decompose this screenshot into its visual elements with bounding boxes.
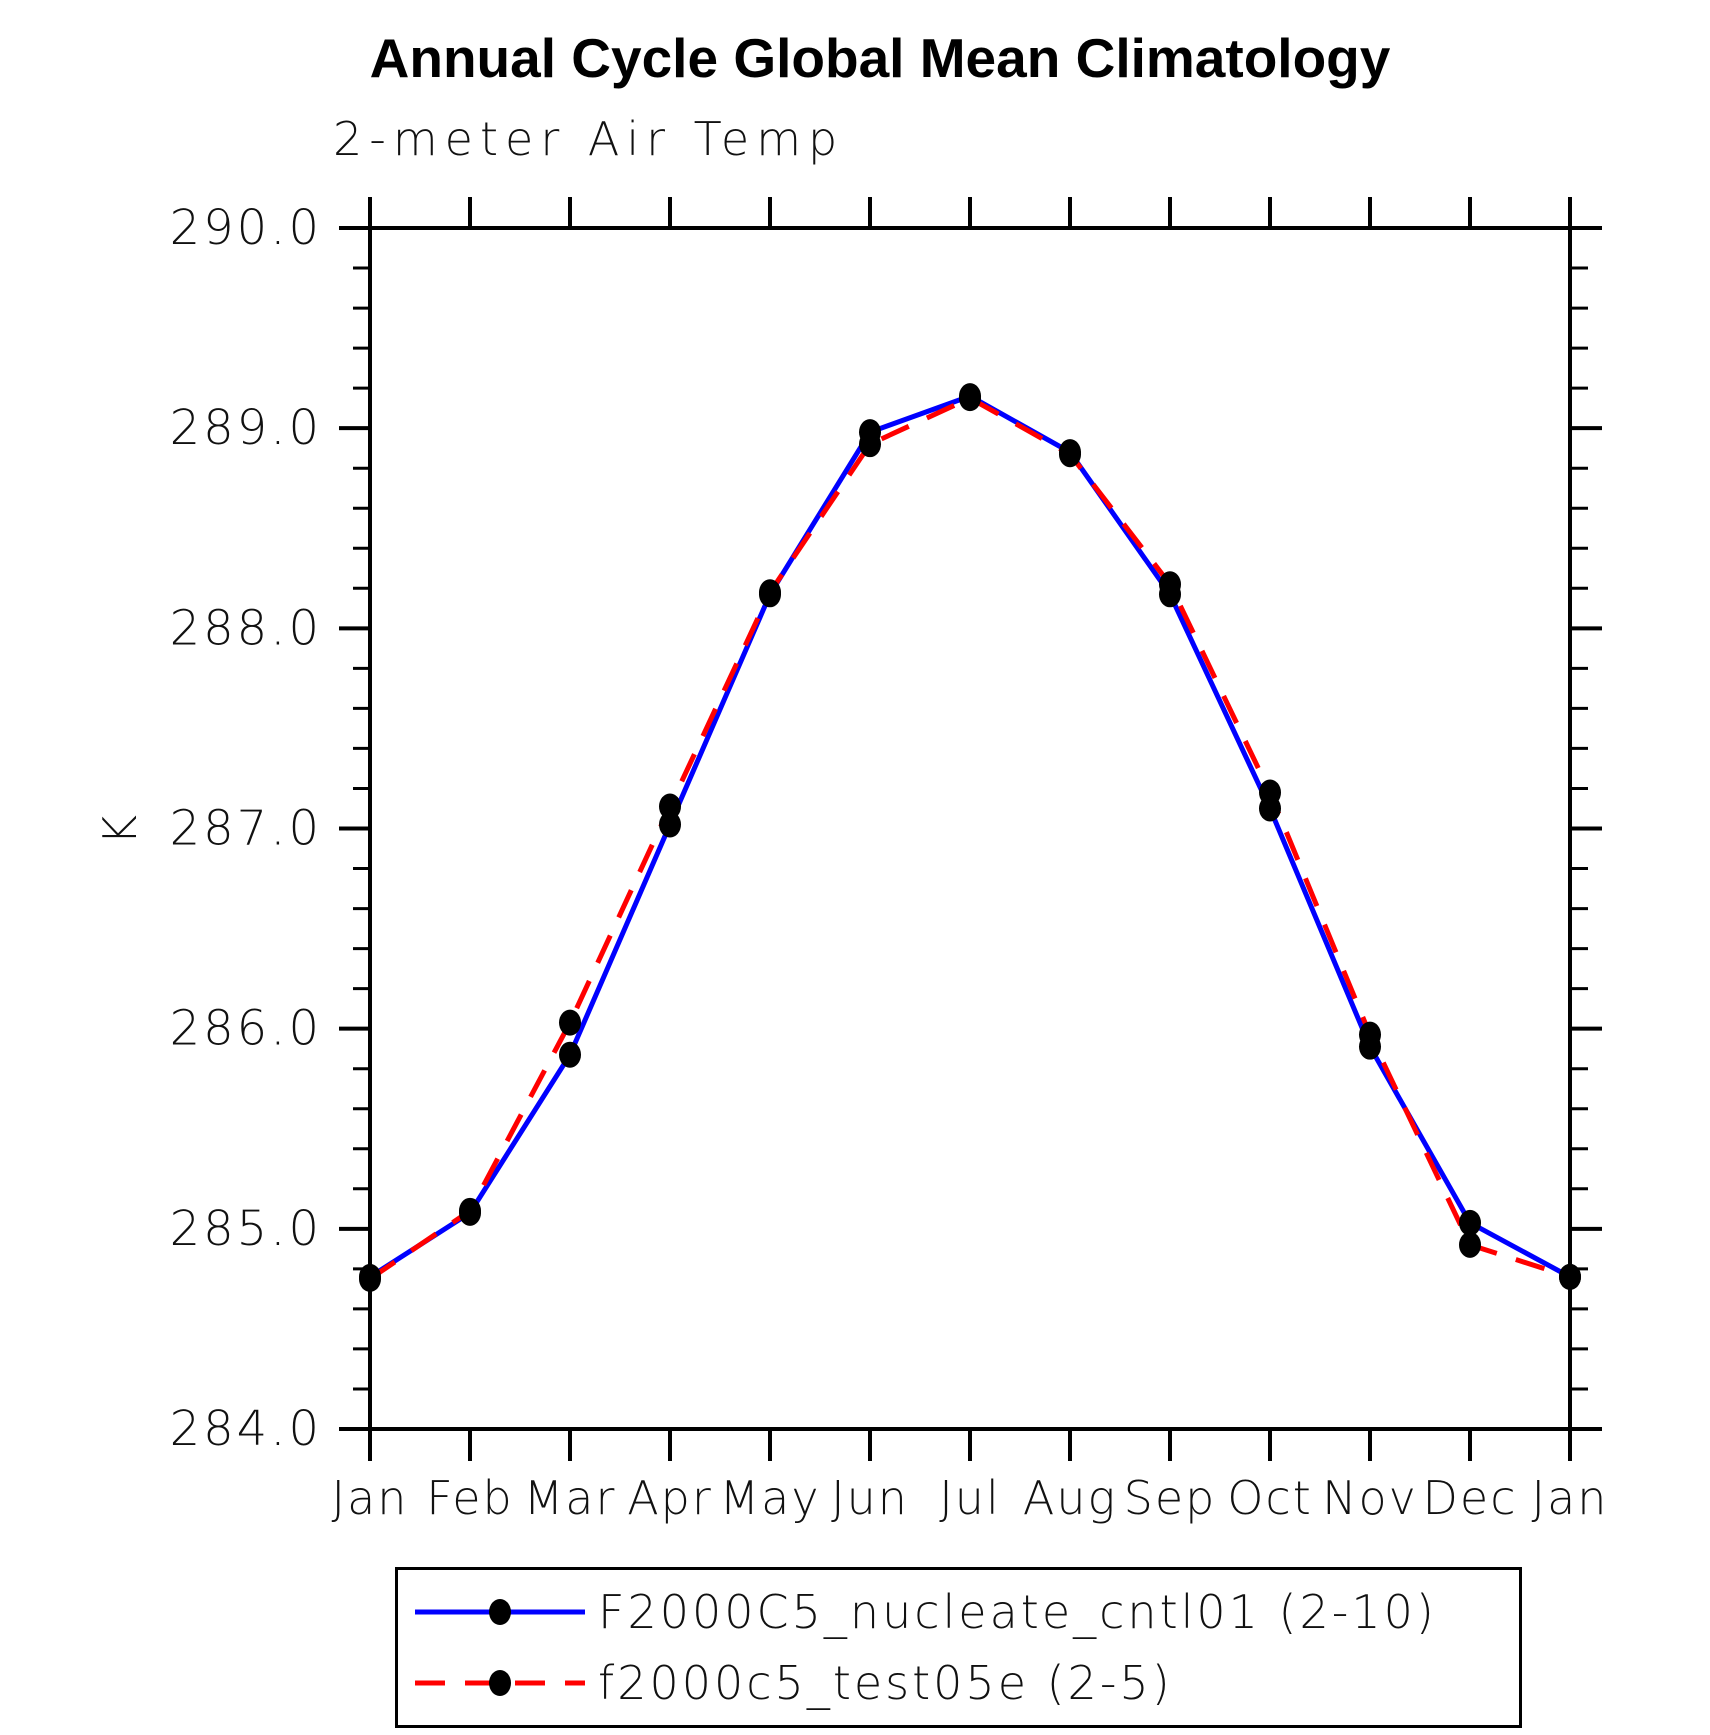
x-axis-tick-label: Jan bbox=[1532, 1471, 1609, 1525]
data-point-marker-1 bbox=[759, 579, 781, 606]
x-axis-tick-label: Aug bbox=[1023, 1471, 1117, 1525]
x-axis-tick-label: Jul bbox=[939, 1471, 1001, 1525]
legend-box: F2000C5_nucleate_cntl01 (2-10) f2000c5_t… bbox=[395, 1567, 1522, 1728]
data-point-marker-1 bbox=[659, 793, 681, 820]
x-axis-tick-label: Mar bbox=[524, 1471, 617, 1525]
y-axis-tick-label: 289.0 bbox=[170, 400, 322, 456]
data-point-marker-1 bbox=[359, 1265, 381, 1292]
x-axis-tick-label: Dec bbox=[1422, 1471, 1517, 1525]
chart-subtitle: 2-meter Air Temp bbox=[333, 112, 845, 166]
y-axis-tick-label: 286.0 bbox=[170, 1001, 322, 1057]
y-axis-tick-label: 290.0 bbox=[170, 200, 322, 256]
legend-entry-test: f2000c5_test05e (2-5) bbox=[410, 1653, 1519, 1713]
data-point-marker-0 bbox=[659, 811, 681, 838]
y-axis-tick-label: 288.0 bbox=[170, 600, 322, 656]
data-point-marker-1 bbox=[1559, 1263, 1581, 1290]
legend-marker-icon bbox=[489, 1598, 511, 1625]
y-axis-tick-label: 284.0 bbox=[170, 1401, 322, 1457]
data-point-marker-0 bbox=[559, 1041, 581, 1068]
data-point-marker-1 bbox=[1159, 571, 1181, 598]
data-point-marker-1 bbox=[559, 1009, 581, 1036]
data-point-marker-1 bbox=[1359, 1021, 1381, 1048]
x-axis-tick-label: Feb bbox=[426, 1471, 513, 1525]
legend-sample-solid-line bbox=[415, 1598, 585, 1625]
y-axis-tick-label: 285.0 bbox=[170, 1201, 322, 1257]
legend-label-test: f2000c5_test05e (2-5) bbox=[598, 1656, 1173, 1711]
x-axis-tick-label: Jan bbox=[332, 1471, 409, 1525]
data-point-marker-1 bbox=[459, 1197, 481, 1224]
x-axis-tick-label: Apr bbox=[627, 1471, 713, 1525]
x-axis-tick-label: May bbox=[719, 1471, 820, 1525]
series-line-1 bbox=[368, 395, 1571, 1281]
data-point-marker-0 bbox=[1459, 1209, 1481, 1236]
data-point-marker-1 bbox=[1259, 779, 1281, 806]
data-point-marker-1 bbox=[959, 385, 981, 412]
legend-entry-control: F2000C5_nucleate_cntl01 (2-10) bbox=[410, 1582, 1519, 1642]
data-point-marker-1 bbox=[1059, 441, 1081, 468]
legend-label-control: F2000C5_nucleate_cntl01 (2-10) bbox=[598, 1584, 1437, 1639]
x-axis-tick-label: Nov bbox=[1322, 1471, 1418, 1525]
x-axis-tick-label: Jun bbox=[831, 1471, 909, 1525]
legend-sample-dashed-line bbox=[415, 1670, 585, 1697]
series-line-0 bbox=[368, 393, 1572, 1280]
chart-title: Annual Cycle Global Mean Climatology bbox=[369, 27, 1391, 89]
data-point-marker-1 bbox=[1459, 1231, 1481, 1258]
data-point-marker-1 bbox=[859, 431, 881, 458]
legend-marker-icon bbox=[489, 1670, 511, 1697]
x-axis-tick-label: Sep bbox=[1124, 1471, 1217, 1525]
x-axis-tick-label: Oct bbox=[1227, 1471, 1313, 1525]
y-axis-tick-label: 287.0 bbox=[170, 801, 322, 857]
